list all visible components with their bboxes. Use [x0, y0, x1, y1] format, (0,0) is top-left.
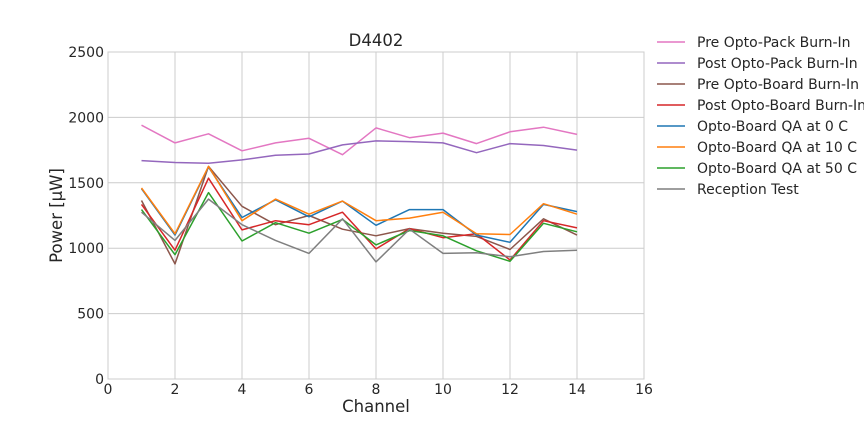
x-tick-label: 8	[372, 382, 381, 398]
plot-frame	[107, 51, 645, 380]
series-line-6	[140, 165, 578, 236]
series-line-7	[140, 191, 578, 263]
legend-item: Reception Test	[657, 182, 799, 198]
legend-item: Pre Opto-Board Burn-In	[657, 77, 859, 93]
x-tick-label: 16	[635, 382, 653, 398]
legend: Pre Opto-Pack Burn-In Post Opto-Pack Burn…	[657, 35, 864, 198]
legend-label: Pre Opto-Pack Burn-In	[697, 35, 851, 51]
legend-item: Opto-Board QA at 50 C	[657, 161, 857, 177]
legend-label: Post Opto-Pack Burn-In	[697, 56, 858, 72]
chart-title: D4402	[349, 31, 404, 50]
x-tick-label: 14	[568, 382, 586, 398]
y-tick-label: 2000	[68, 110, 104, 126]
series-lines	[140, 124, 578, 265]
y-tick-label: 1000	[68, 241, 104, 257]
y-tick-label: 500	[77, 307, 104, 323]
legend-item: Opto-Board QA at 10 C	[657, 140, 857, 156]
x-axis-title: Channel	[342, 397, 410, 416]
y-tick-label: 1500	[68, 176, 104, 192]
y-axis-title: Power [μW]	[47, 168, 66, 263]
grid	[107, 51, 645, 380]
legend-item: Pre Opto-Pack Burn-In	[657, 35, 851, 51]
legend-label: Opto-Board QA at 10 C	[697, 140, 857, 156]
series-line-1	[141, 124, 578, 156]
x-tick-label: 10	[434, 382, 452, 398]
y-tick-label: 2500	[68, 45, 104, 61]
legend-label: Pre Opto-Board Burn-In	[697, 77, 859, 93]
y-axis-ticks: 0 500 1000 1500 2000 2500	[68, 45, 104, 388]
x-axis-ticks: 0 2 4 6 8 10 12 14 16	[104, 382, 653, 398]
x-tick-label: 0	[104, 382, 113, 398]
series-line-8	[141, 198, 578, 263]
series-line-2	[141, 140, 578, 164]
x-tick-label: 4	[238, 382, 247, 398]
legend-item: Post Opto-Board Burn-In	[657, 98, 864, 114]
y-tick-label: 0	[95, 372, 104, 388]
x-tick-label: 6	[305, 382, 314, 398]
x-tick-label: 2	[171, 382, 180, 398]
legend-label: Opto-Board QA at 0 C	[697, 119, 848, 135]
x-tick-label: 12	[501, 382, 519, 398]
legend-label: Reception Test	[697, 182, 799, 198]
legend-item: Opto-Board QA at 0 C	[657, 119, 848, 135]
legend-item: Post Opto-Pack Burn-In	[657, 56, 858, 72]
legend-label: Post Opto-Board Burn-In	[697, 98, 864, 114]
legend-label: Opto-Board QA at 50 C	[697, 161, 857, 177]
